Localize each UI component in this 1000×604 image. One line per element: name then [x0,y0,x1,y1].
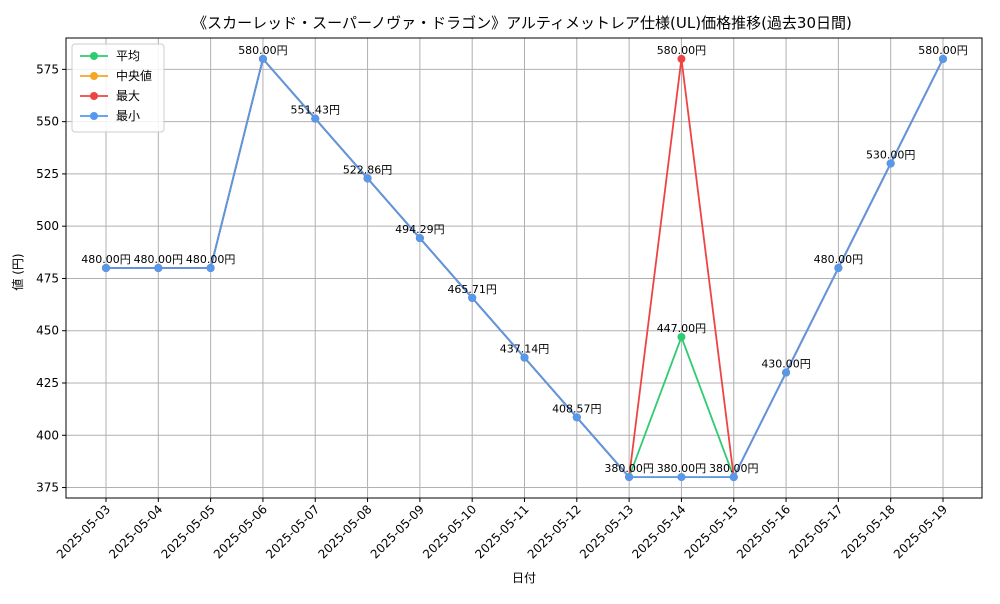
x-tick-label: 2025-05-13 [577,502,636,561]
legend-swatch-marker [90,52,98,60]
y-tick-label: 500 [36,219,59,233]
legend-swatch-marker [90,112,98,120]
series-point-3 [939,54,947,63]
series-point-3 [102,264,110,272]
legend-label: 最小 [116,109,140,123]
legend-label: 平均 [116,49,140,63]
series-point-0 [677,333,686,341]
series-point-3 [677,473,686,482]
series-point-3 [520,353,529,362]
series-point-3 [258,54,267,63]
plot-frame [65,37,983,499]
series-point-3 [625,473,634,482]
data-label: 522.86円 [343,163,393,176]
x-tick-label: 2025-05-07 [263,502,322,561]
legend-box [71,43,165,133]
y-tick-label: 450 [36,324,59,338]
x-tick-label: 2025-05-06 [211,502,270,561]
data-label: 551.43円 [291,104,341,117]
x-tick-label: 2025-05-15 [682,502,741,561]
legend-label: 中央値 [116,68,152,83]
x-tick-label: 2025-05-18 [839,502,898,561]
x-axis-title: 日付 [512,571,536,585]
data-label: 530.00円 [866,148,916,161]
axes-layer: 3754004254504755005255505752025-05-03202… [36,37,983,561]
x-tick-label: 2025-05-16 [734,502,793,561]
y-tick-label: 550 [36,115,59,129]
series-point-2 [677,54,686,63]
series-point-3 [154,264,163,272]
y-axis-title: 値 (円) [10,253,25,290]
data-label: 480.00円 [186,253,236,266]
chart-title: 《スカーレッド・スーパーノヴァ・ドラゴン》アルティメットレア仕様(UL)価格推移… [192,14,852,32]
x-tick-label: 2025-05-17 [786,502,845,561]
y-tick-label: 475 [36,271,59,285]
data-label: 380.00円 [657,462,707,475]
grid-layer [66,38,982,498]
data-label: 480.00円 [134,253,184,266]
y-tick-label: 425 [36,376,59,390]
series-point-3 [468,293,477,302]
series-point-3 [363,174,372,183]
x-tick-label: 2025-05-19 [891,502,950,561]
x-tick-label: 2025-05-11 [472,502,531,561]
data-label: 480.00円 [81,253,131,266]
x-tick-label: 2025-05-10 [420,502,479,561]
data-label: 480.00円 [814,253,864,266]
data-label: 494.29円 [395,223,445,236]
x-tick-label: 2025-05-14 [629,502,688,561]
data-label: 437.14円 [500,343,550,356]
data-labels-layer: 480.00円 480.00円 480.00円580.00円551.43円522.8… [81,44,968,475]
y-tick-label: 575 [36,62,59,76]
y-tick-label: 375 [36,481,59,495]
y-tick-label: 400 [36,428,59,442]
legend-swatch-marker [90,72,98,80]
series-point-3 [572,413,581,422]
series-point-3 [834,264,843,272]
data-label: 430.00円 [761,358,811,371]
x-tick-label: 2025-05-03 [54,502,113,561]
series-point-3 [415,234,424,243]
y-tick-label: 525 [36,167,59,181]
series-point-3 [311,114,320,123]
series-layer [102,54,947,482]
legend-label: 最大 [116,89,140,103]
data-label: 447.00円 [657,322,707,335]
data-label: 465.71円 [447,283,497,296]
data-label: 408.57円 [552,402,602,415]
legend-swatch-marker [90,92,98,100]
series-point-3 [729,473,738,482]
data-label: 580.00円 [657,44,707,57]
series-point-3 [886,159,895,168]
data-label: 580.00円 [238,44,288,57]
x-tick-label: 2025-05-09 [368,502,427,561]
x-tick-label: 2025-05-04 [106,502,165,561]
x-tick-label: 2025-05-05 [159,502,218,561]
x-tick-label: 2025-05-12 [525,502,584,561]
data-label: 580.00円 [918,44,968,57]
series-point-3 [782,368,791,377]
x-tick-label: 2025-05-08 [315,502,374,561]
data-label: 380.00円 [604,462,654,475]
data-label: 380.00円 [709,462,759,475]
series-point-3 [206,264,215,272]
